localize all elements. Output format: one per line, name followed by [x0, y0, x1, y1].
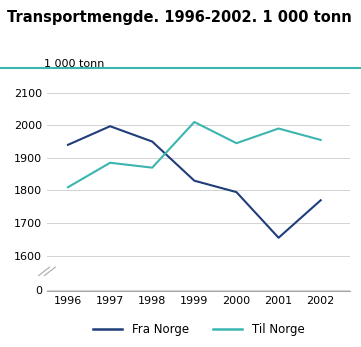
Legend: Fra Norge, Til Norge: Fra Norge, Til Norge — [88, 319, 309, 341]
Text: Transportmengde. 1996-2002. 1 000 tonn: Transportmengde. 1996-2002. 1 000 tonn — [7, 10, 352, 25]
Text: 1 000 tonn: 1 000 tonn — [44, 59, 104, 69]
